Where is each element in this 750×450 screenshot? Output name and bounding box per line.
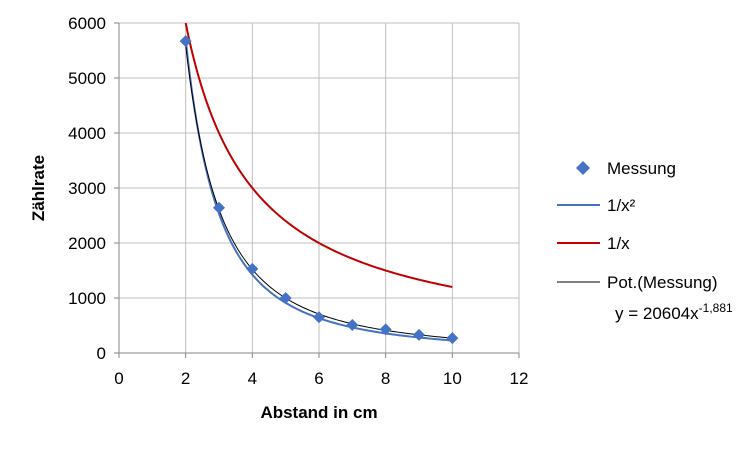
x-tick-label: 10	[443, 369, 462, 388]
legend-marker-messung	[576, 161, 590, 175]
data-point	[179, 35, 192, 48]
data-point	[313, 311, 325, 324]
axes	[114, 22, 520, 358]
y-tick-label: 0	[97, 344, 106, 363]
data-point	[279, 292, 292, 304]
y-tick-labels: 0 1000 2000 3000 4000 5000 6000	[68, 14, 106, 363]
y-tick-label: 2000	[68, 234, 106, 253]
data-point	[213, 201, 225, 214]
data-point	[413, 328, 425, 341]
y-tick-label: 5000	[68, 69, 106, 88]
trendline-equation: y = 20604x-1,881	[615, 301, 733, 323]
x-tick-label: 2	[181, 369, 190, 388]
legend-label-inverse-square: 1/x²	[607, 196, 636, 215]
x-tick-label: 8	[381, 369, 390, 388]
y-tick-label: 1000	[68, 289, 106, 308]
y-axis-title: Zählrate	[29, 155, 48, 221]
data-point	[246, 262, 259, 275]
x-tick-label: 12	[510, 369, 529, 388]
data-point	[346, 318, 359, 331]
legend-label-messung: Messung	[607, 159, 676, 178]
x-tick-label: 4	[248, 369, 257, 388]
trendline-equation-base: y = 20604x	[615, 304, 699, 323]
legend: Messung 1/x² 1/x Pot.(Messung) y = 20604…	[557, 159, 733, 323]
series-points	[179, 35, 459, 345]
data-point	[446, 332, 459, 345]
y-tick-label: 3000	[68, 179, 106, 198]
series-line-2	[184, 22, 453, 288]
trendline-equation-exponent: -1,881	[699, 301, 733, 315]
grid-lines	[119, 22, 520, 353]
y-tick-label: 4000	[68, 124, 106, 143]
legend-label-inverse: 1/x	[607, 234, 630, 253]
x-tick-labels: 0 2 4 6 8 10 12	[114, 369, 528, 388]
data-point	[379, 323, 392, 336]
x-tick-label: 6	[314, 369, 323, 388]
legend-label-trendline: Pot.(Messung)	[607, 273, 718, 292]
x-tick-label: 0	[114, 369, 123, 388]
x-axis-title: Abstand in cm	[260, 403, 377, 422]
y-tick-label: 6000	[68, 14, 106, 33]
